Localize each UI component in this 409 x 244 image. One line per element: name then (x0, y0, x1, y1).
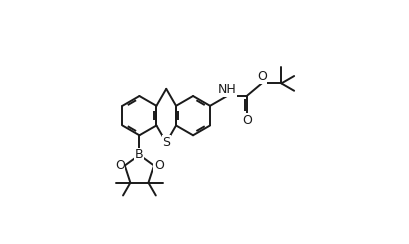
Text: O: O (154, 159, 164, 172)
Text: NH: NH (217, 83, 236, 96)
Text: S: S (162, 136, 170, 149)
Text: O: O (115, 159, 124, 172)
Text: O: O (256, 70, 266, 83)
Text: O: O (241, 114, 251, 127)
Text: B: B (135, 148, 144, 162)
